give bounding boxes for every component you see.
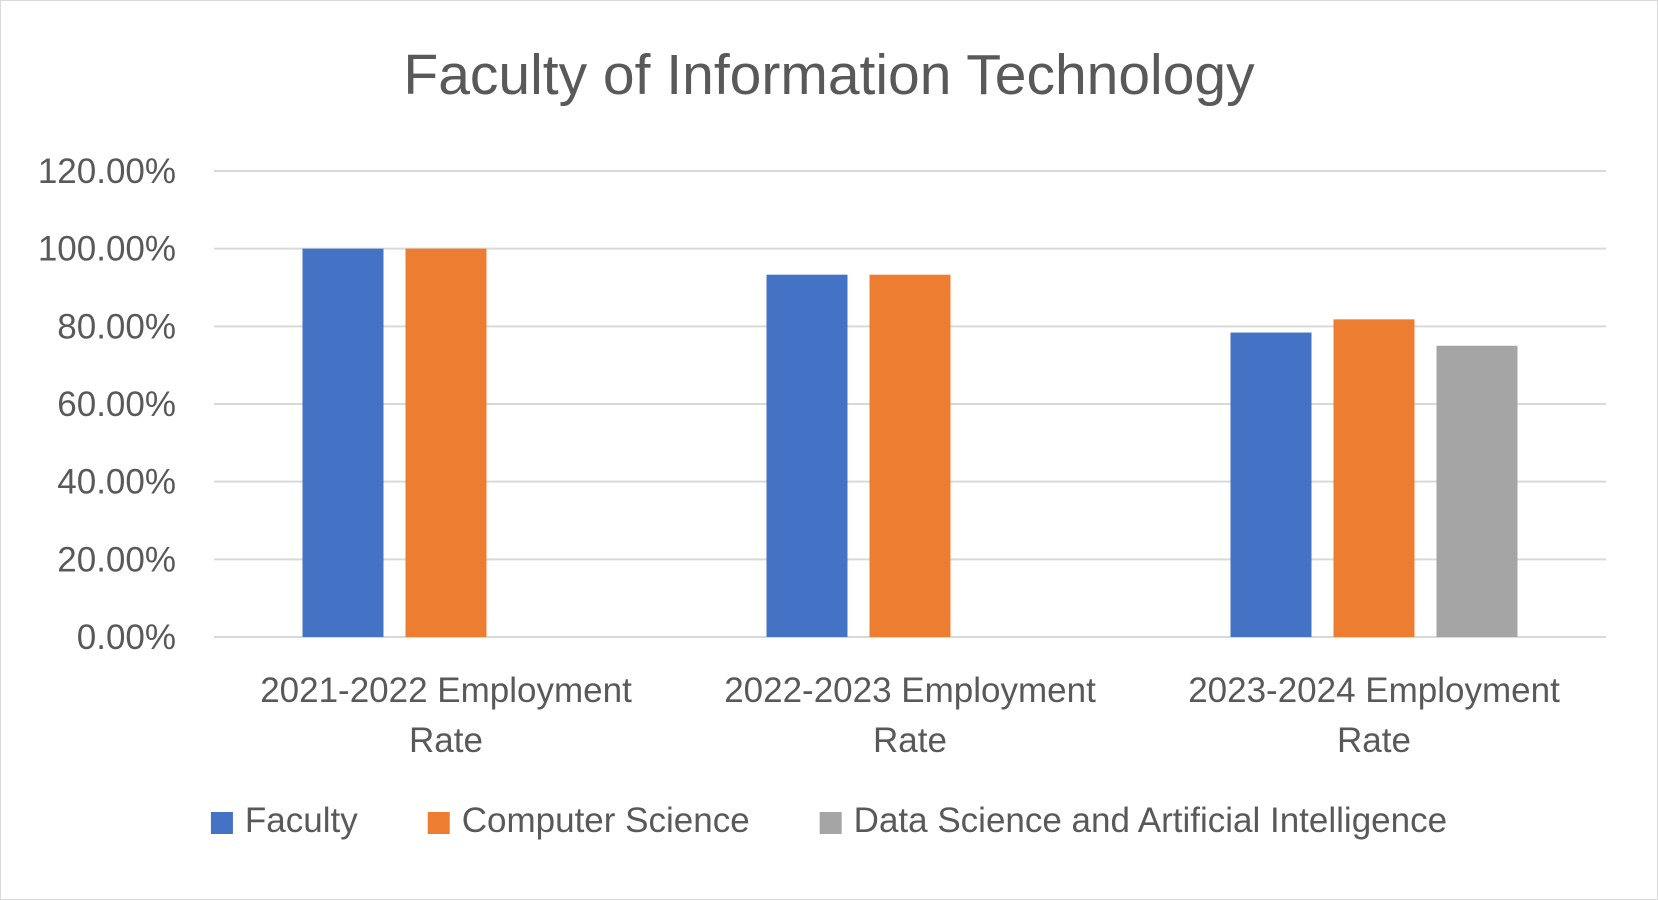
y-tick-label: 40.00% [57, 463, 176, 502]
x-category-label: 2023-2024 Employment [1188, 671, 1560, 710]
bar-data-science-and-artificial-intelligence-3 [1436, 345, 1518, 637]
bar-faculty-3 [1230, 332, 1312, 637]
x-category-label: Rate [1337, 721, 1411, 760]
x-category-label: 2021-2022 Employment [260, 671, 632, 710]
y-axis-ticks: 0.00% 20.00% 40.00% 60.00% 80.00% 100.00% 120.… [38, 152, 176, 657]
legend-label: Computer Science [462, 801, 750, 840]
bar-computer-science-3 [1333, 319, 1415, 637]
legend-swatch [427, 812, 450, 834]
legend-label: Faculty [245, 801, 358, 840]
legend-item-faculty: Faculty [210, 801, 358, 840]
bar-faculty-1 [302, 248, 384, 637]
legend-label: Data Science and Artificial Intelligence [854, 801, 1447, 840]
x-axis-categories: 2021-2022 Employment Rate 2022-2023 Employ… [260, 671, 1560, 760]
y-tick-label: 0.00% [77, 618, 176, 657]
x-category-label: 2022-2023 Employment [724, 671, 1096, 710]
legend: Faculty Computer Science Data Science and … [210, 801, 1447, 840]
y-tick-label: 60.00% [57, 385, 176, 424]
bar-computer-science-2 [869, 274, 951, 637]
legend-item-data-science-and-artificial-intelligence: Data Science and Artificial Intelligence [819, 801, 1447, 840]
bar-faculty-2 [766, 274, 848, 637]
y-tick-label: 20.00% [57, 540, 176, 579]
bar-computer-science-1 [405, 248, 487, 637]
y-tick-label: 100.00% [38, 230, 176, 269]
chart-title: Faculty of Information Technology [403, 43, 1255, 107]
x-category-label: Rate [409, 721, 483, 760]
legend-swatch [210, 812, 233, 834]
y-tick-label: 120.00% [38, 152, 176, 191]
legend-swatch [819, 812, 842, 834]
bars [302, 248, 1518, 637]
y-tick-label: 80.00% [57, 307, 176, 346]
x-category-label: Rate [873, 721, 947, 760]
legend-item-computer-science: Computer Science [427, 801, 750, 840]
